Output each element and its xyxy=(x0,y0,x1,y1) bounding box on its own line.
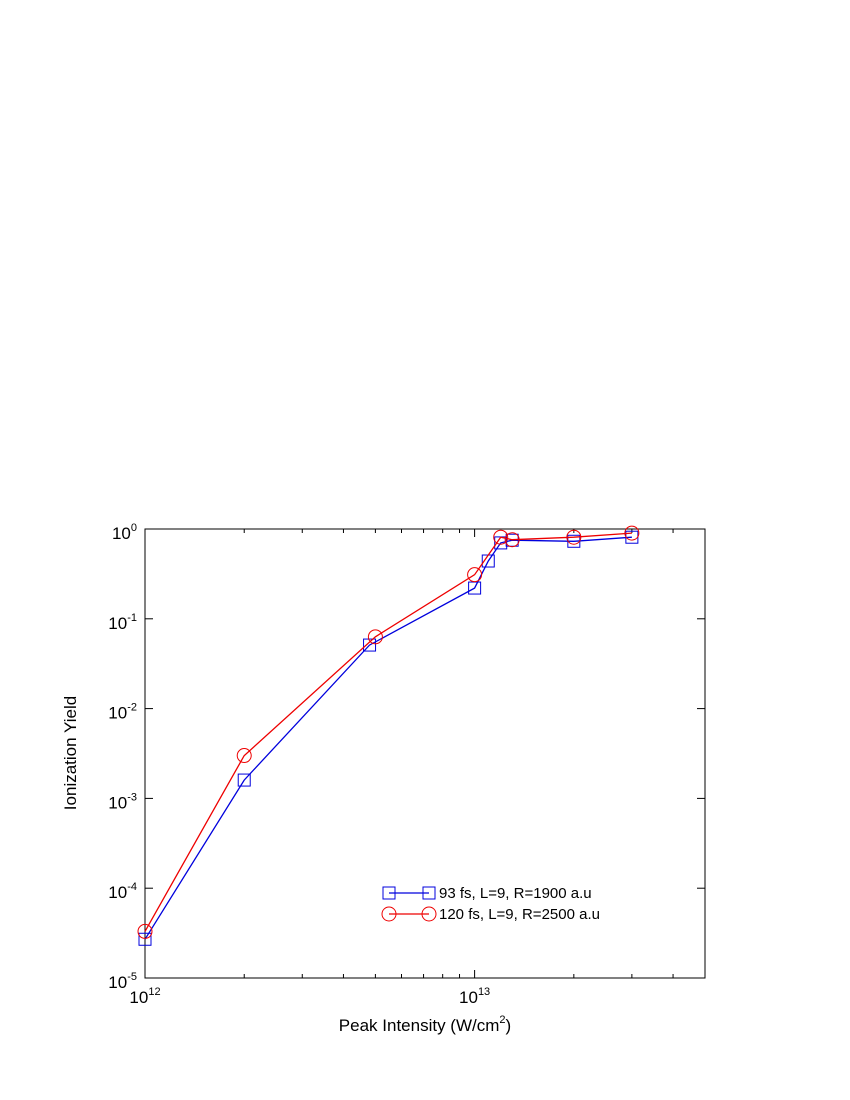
legend-marker xyxy=(381,906,397,922)
legend-marker xyxy=(422,886,436,900)
marker xyxy=(467,567,483,583)
x-tick-label: 1013 xyxy=(459,986,490,1007)
marker xyxy=(363,638,377,652)
y-axis-label: Ionization Yield xyxy=(61,696,80,810)
series-line xyxy=(144,532,632,932)
legend-marker xyxy=(421,906,437,922)
marker xyxy=(137,923,153,939)
x-axis-label: Peak Intensity (W/cm2) xyxy=(339,1014,511,1035)
legend-label: 93 fs, L=9, R=1900 a.u xyxy=(439,885,592,902)
y-tick-label: 10-2 xyxy=(108,702,137,723)
marker xyxy=(237,773,251,787)
series-line xyxy=(144,536,632,940)
marker xyxy=(138,932,152,946)
x-tick-label: 1012 xyxy=(129,986,160,1007)
marker xyxy=(504,532,520,548)
y-tick-label: 100 xyxy=(112,522,137,543)
y-tick-label: 10-4 xyxy=(108,881,137,902)
marker xyxy=(624,525,640,541)
y-tick-label: 10-3 xyxy=(108,791,137,812)
y-tick-label: 10-5 xyxy=(108,971,137,992)
plot-frame xyxy=(144,528,706,979)
marker xyxy=(236,748,252,764)
marker xyxy=(493,529,509,545)
legend-marker xyxy=(382,886,396,900)
marker xyxy=(566,529,582,545)
marker xyxy=(367,629,383,645)
y-tick-label: 10-1 xyxy=(108,612,137,633)
legend-label: 120 fs, L=9, R=2500 a.u xyxy=(439,906,600,923)
